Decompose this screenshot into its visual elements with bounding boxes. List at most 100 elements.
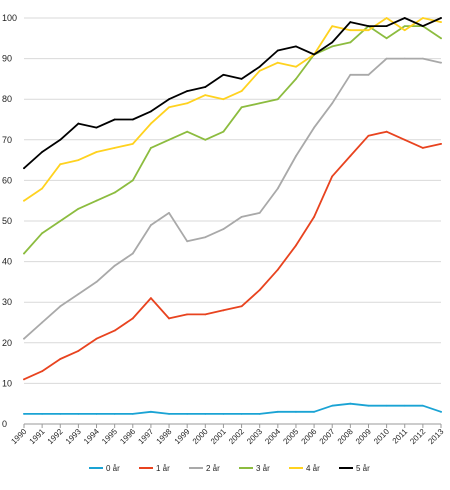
- data-point: [59, 220, 62, 222]
- data-point: [23, 412, 25, 415]
- data-point: [204, 94, 207, 97]
- data-point: [23, 252, 25, 255]
- data-point: [77, 159, 80, 162]
- data-point: [204, 138, 207, 141]
- data-point: [150, 224, 152, 226]
- x-tick-label: 2005: [281, 427, 300, 446]
- data-point: [385, 17, 388, 19]
- data-point: [95, 412, 98, 415]
- data-point: [59, 412, 62, 415]
- data-point: [222, 309, 225, 312]
- x-tick-label: 1993: [64, 427, 83, 446]
- data-point: [440, 410, 442, 413]
- data-point: [276, 268, 279, 271]
- data-point: [331, 45, 334, 48]
- data-point: [440, 21, 442, 23]
- data-point: [186, 240, 189, 243]
- data-point: [59, 163, 62, 166]
- data-point: [222, 98, 225, 101]
- x-tick-label: 1994: [82, 427, 101, 446]
- data-point: [276, 49, 279, 52]
- data-point: [295, 78, 297, 80]
- data-point: [349, 21, 352, 23]
- data-point: [95, 199, 98, 202]
- data-point: [403, 29, 406, 32]
- data-point: [421, 57, 424, 60]
- data-point: [95, 151, 98, 153]
- legend-label: 1 år: [156, 464, 170, 473]
- data-point: [331, 175, 334, 178]
- data-point: [403, 138, 406, 141]
- data-point: [150, 297, 152, 300]
- data-point: [313, 216, 315, 218]
- data-point: [204, 236, 207, 239]
- data-point: [240, 216, 243, 218]
- gridlines: [24, 17, 441, 425]
- data-point: [258, 65, 261, 68]
- data-point: [440, 142, 442, 145]
- data-point: [367, 73, 370, 76]
- data-point: [421, 17, 424, 19]
- data-point: [204, 86, 207, 88]
- data-point: [168, 98, 170, 101]
- data-point: [385, 130, 388, 133]
- data-point: [168, 138, 170, 141]
- data-point: [440, 61, 442, 64]
- data-point: [77, 293, 80, 295]
- x-tick-label: 1991: [28, 427, 47, 446]
- data-point: [186, 102, 189, 105]
- data-point: [131, 412, 134, 415]
- data-point: [258, 289, 261, 291]
- data-point: [59, 358, 62, 360]
- data-point: [349, 29, 352, 32]
- data-point: [77, 122, 80, 125]
- data-point: [421, 147, 424, 149]
- data-point: [113, 118, 116, 121]
- data-point: [240, 78, 243, 80]
- data-point: [331, 25, 334, 28]
- data-point: [204, 412, 207, 415]
- legend: 0 år 1 år 2 år 3 år 4 år 5 år: [89, 464, 370, 473]
- data-point: [403, 404, 406, 407]
- data-point: [385, 57, 388, 60]
- data-point: [186, 412, 189, 415]
- series-line-4: [23, 17, 442, 202]
- x-tick-label: 2007: [318, 427, 337, 446]
- data-point: [403, 57, 406, 60]
- data-point: [403, 17, 406, 19]
- data-point: [222, 228, 225, 231]
- y-tick-label: 90: [2, 54, 12, 64]
- x-tick-label: 2002: [227, 427, 246, 446]
- data-point: [204, 313, 207, 316]
- data-point: [240, 305, 243, 308]
- data-point: [276, 410, 279, 413]
- data-point: [168, 412, 170, 415]
- data-point: [77, 350, 80, 352]
- data-point: [150, 122, 152, 125]
- data-point: [150, 410, 152, 413]
- data-point: [385, 37, 388, 40]
- data-point: [313, 410, 315, 413]
- data-point: [258, 211, 261, 214]
- data-point: [222, 412, 225, 415]
- data-point: [295, 155, 297, 157]
- y-axis-ticks: 0 10 20 30 40 50 60 70 80 90 100: [2, 13, 17, 429]
- data-point: [331, 404, 334, 407]
- y-tick-label: 60: [2, 175, 12, 185]
- data-point: [349, 41, 352, 44]
- y-tick-label: 80: [2, 94, 12, 104]
- data-point: [367, 134, 370, 137]
- data-point: [23, 199, 25, 202]
- data-point: [59, 138, 62, 141]
- data-point: [41, 321, 44, 324]
- data-point: [77, 207, 80, 210]
- data-point: [258, 69, 261, 72]
- x-tick-label: 2004: [263, 427, 282, 446]
- y-tick-label: 10: [2, 378, 12, 388]
- data-point: [440, 37, 442, 40]
- data-point: [41, 412, 44, 415]
- data-point: [403, 25, 406, 28]
- x-tick-label: 2013: [426, 427, 445, 446]
- data-point: [186, 313, 189, 316]
